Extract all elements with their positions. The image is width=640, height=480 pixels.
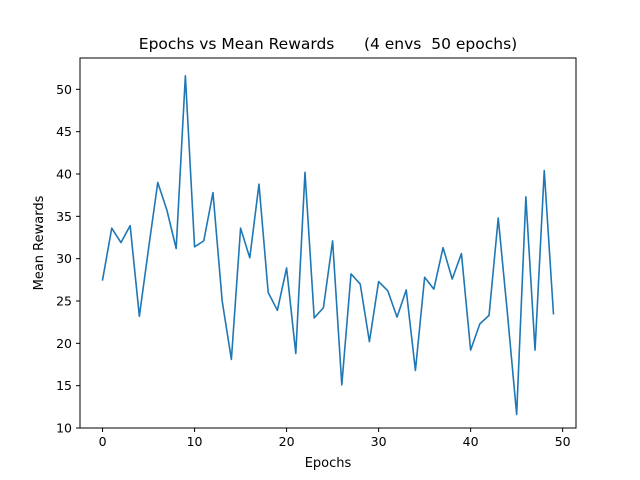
x-tick-label: 0 bbox=[99, 434, 107, 449]
x-tick-label: 30 bbox=[371, 434, 387, 449]
y-tick-label: 50 bbox=[56, 82, 72, 97]
x-tick-label: 20 bbox=[279, 434, 295, 449]
y-axis-label: Mean Rewards bbox=[32, 195, 47, 290]
y-tick-label: 45 bbox=[56, 124, 72, 139]
x-tick-label: 40 bbox=[463, 434, 479, 449]
chart-title: Epochs vs Mean Rewards (4 envs 50 epochs… bbox=[139, 35, 517, 53]
y-tick-label: 25 bbox=[56, 293, 72, 308]
series-line bbox=[101, 74, 555, 416]
y-tick-label: 20 bbox=[56, 336, 72, 351]
x-axis-label: Epochs bbox=[305, 456, 352, 471]
y-tick-label: 35 bbox=[56, 209, 72, 224]
y-tick-label: 40 bbox=[56, 166, 72, 181]
x-tick-label: 50 bbox=[555, 434, 571, 449]
y-axis: 10 15 20 25 30 35 40 45 50 bbox=[56, 82, 80, 436]
x-tick-label: 10 bbox=[187, 434, 203, 449]
y-tick-label: 15 bbox=[56, 378, 72, 393]
y-tick-label: 30 bbox=[56, 251, 72, 266]
y-tick-label: 10 bbox=[56, 421, 72, 436]
plot-area bbox=[79, 57, 577, 429]
x-axis: 0 10 20 30 40 50 bbox=[99, 428, 571, 449]
